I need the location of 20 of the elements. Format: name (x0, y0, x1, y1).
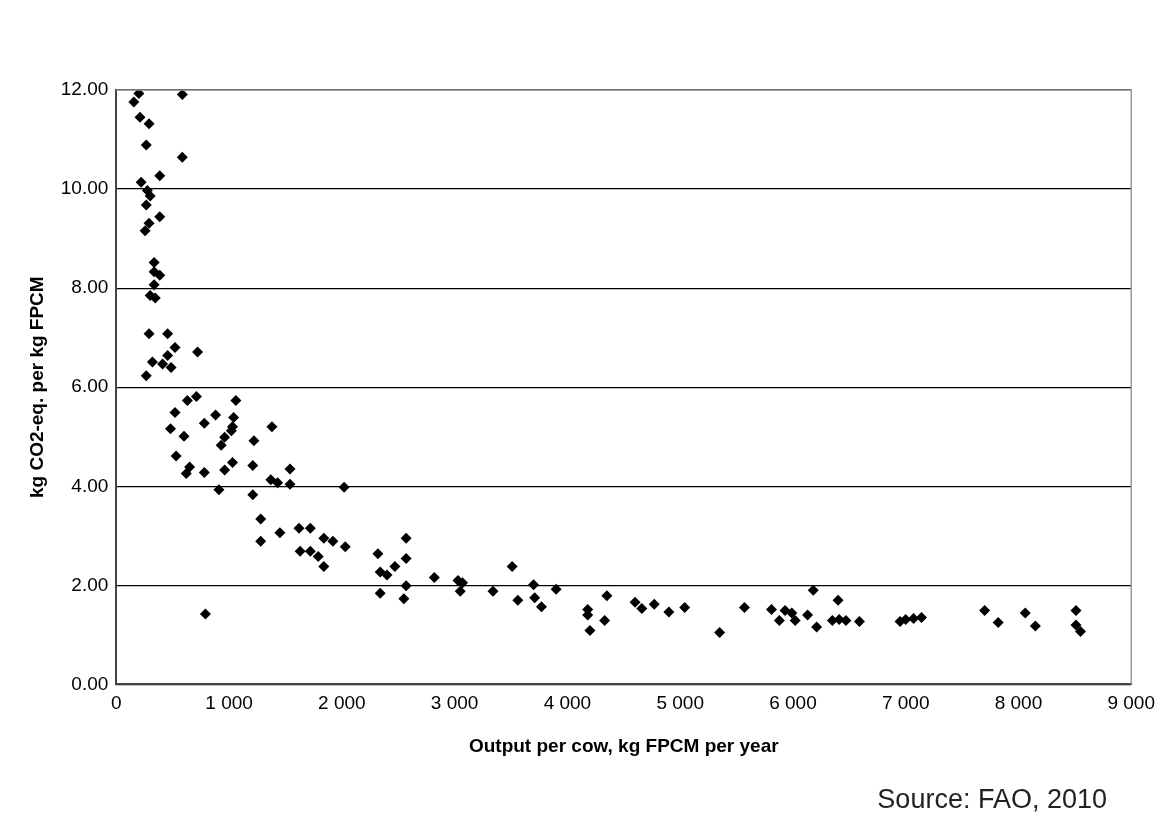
y-tick-label: 10.00 (60, 177, 109, 199)
y-axis-title: kg CO2-eq. per kg FPCM (25, 276, 47, 499)
y-tick-label: 0.00 (71, 672, 109, 694)
x-tick-label: 7 000 (881, 692, 930, 714)
x-tick-label: 9 000 (1107, 692, 1155, 714)
y-tick-label: 4.00 (71, 474, 109, 496)
x-tick-label: 6 000 (769, 692, 817, 714)
y-tick-label: 2.00 (71, 573, 109, 595)
y-tick-label: 8.00 (71, 276, 109, 298)
x-tick-label: 2 000 (318, 692, 366, 714)
x-tick-label: 4 000 (543, 692, 592, 714)
y-tick-label: 12.00 (60, 78, 109, 100)
source-note: Source: FAO, 2010 (877, 783, 1107, 814)
x-tick-label: 0 (111, 692, 122, 714)
x-tick-label: 1 000 (205, 692, 253, 714)
x-axis-title: Output per cow, kg FPCM per year (468, 734, 780, 756)
x-tick-label: 8 000 (994, 692, 1043, 714)
x-tick-label: 5 000 (656, 692, 704, 714)
y-tick-label: 6.00 (71, 375, 109, 397)
x-tick-label: 3 000 (430, 692, 479, 714)
